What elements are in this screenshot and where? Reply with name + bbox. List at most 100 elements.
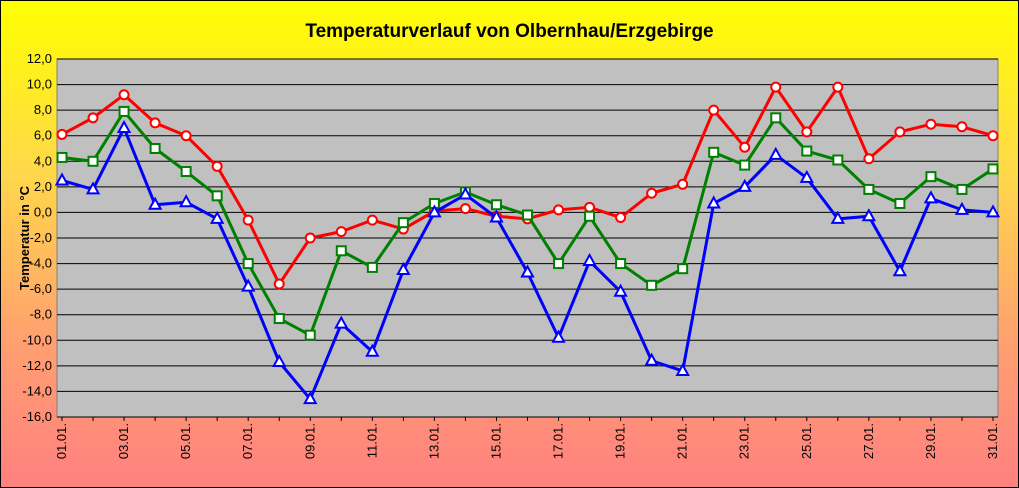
series-1 xyxy=(56,81,999,290)
data-point xyxy=(272,353,287,368)
data-point xyxy=(830,210,846,224)
series-3 xyxy=(54,119,1001,405)
data-point xyxy=(147,196,163,210)
data-point xyxy=(85,181,101,195)
data-point xyxy=(520,264,535,278)
data-point xyxy=(490,199,502,211)
data-point xyxy=(675,362,690,376)
data-point xyxy=(582,252,597,267)
x-tick-label: 19.01. xyxy=(613,423,628,459)
data-point xyxy=(954,201,970,215)
data-point xyxy=(180,130,192,142)
data-point xyxy=(459,203,471,215)
x-tick-label: 05.01. xyxy=(178,423,193,459)
x-tick-label: 07.01. xyxy=(240,423,255,459)
y-tick-label: -12,0 xyxy=(22,358,52,373)
data-point xyxy=(551,329,566,343)
data-point xyxy=(304,232,316,244)
y-tick-label: 0,0 xyxy=(34,204,52,219)
data-point xyxy=(458,186,473,200)
data-point xyxy=(397,217,409,229)
x-tick-label: 13.01. xyxy=(426,423,441,459)
data-point xyxy=(427,204,442,218)
x-tick-label: 11.01. xyxy=(364,423,379,458)
data-point xyxy=(739,159,751,171)
data-point xyxy=(87,112,99,124)
data-point xyxy=(985,204,1001,218)
data-point xyxy=(553,258,565,270)
x-tick-label: 31.01. xyxy=(985,423,1000,459)
x-tick-label: 15.01. xyxy=(488,423,503,459)
data-point xyxy=(801,126,813,138)
data-point xyxy=(241,278,256,292)
data-point xyxy=(366,261,378,273)
data-point xyxy=(863,183,875,195)
data-point xyxy=(768,146,783,160)
data-point xyxy=(334,315,349,329)
data-point xyxy=(737,178,752,192)
data-point xyxy=(613,283,628,297)
data-point xyxy=(708,104,720,116)
data-point xyxy=(644,352,659,366)
data-point xyxy=(211,160,223,172)
data-point xyxy=(584,210,596,222)
data-point xyxy=(956,183,968,195)
y-tick-label: -8,0 xyxy=(30,307,52,322)
data-point xyxy=(335,245,347,257)
series-2 xyxy=(56,105,999,341)
x-tick-label: 29.01. xyxy=(923,423,938,459)
data-point xyxy=(615,212,627,224)
data-point xyxy=(335,226,347,238)
y-tick-label: -2,0 xyxy=(30,230,52,245)
data-point xyxy=(54,172,70,186)
data-point xyxy=(770,81,782,93)
data-point xyxy=(646,187,658,199)
data-point xyxy=(116,119,132,134)
data-point xyxy=(987,130,999,142)
data-point xyxy=(489,209,504,223)
data-point xyxy=(892,263,908,277)
data-point xyxy=(242,214,254,226)
data-point xyxy=(925,118,937,130)
data-point xyxy=(365,343,380,357)
y-tick-label: 6,0 xyxy=(34,128,52,143)
x-tick-label: 21.01. xyxy=(675,423,690,459)
data-point xyxy=(801,145,813,157)
data-point xyxy=(832,154,844,166)
data-point xyxy=(706,195,721,209)
data-point xyxy=(925,171,937,183)
data-point xyxy=(861,208,877,222)
data-point xyxy=(677,263,689,275)
data-point xyxy=(956,121,968,133)
y-tick-label: 10,0 xyxy=(27,77,52,92)
data-point xyxy=(553,204,565,216)
y-tick-label: 12,0 xyxy=(27,51,52,66)
data-point xyxy=(304,329,316,341)
data-point xyxy=(87,155,99,167)
data-point xyxy=(615,258,627,270)
data-point xyxy=(273,278,285,290)
data-point xyxy=(677,178,689,190)
data-point xyxy=(646,279,658,291)
data-point xyxy=(923,190,939,204)
y-axis-label: Temperatur in °C xyxy=(17,185,32,290)
data-point xyxy=(242,258,254,270)
data-point xyxy=(211,190,223,202)
y-tick-label: -16,0 xyxy=(22,409,52,424)
data-point xyxy=(303,391,318,405)
x-tick-label: 03.01. xyxy=(116,423,131,459)
data-point xyxy=(118,89,130,101)
data-point xyxy=(770,112,782,124)
y-tick-label: -4,0 xyxy=(30,256,52,271)
data-point xyxy=(708,146,720,158)
x-tick-label: 27.01. xyxy=(861,423,876,459)
data-point xyxy=(584,201,596,213)
data-point xyxy=(894,197,906,209)
data-point xyxy=(149,117,161,129)
data-point xyxy=(180,166,192,178)
data-point xyxy=(366,214,378,226)
data-point xyxy=(149,143,161,154)
y-tick-label: -6,0 xyxy=(30,281,52,296)
